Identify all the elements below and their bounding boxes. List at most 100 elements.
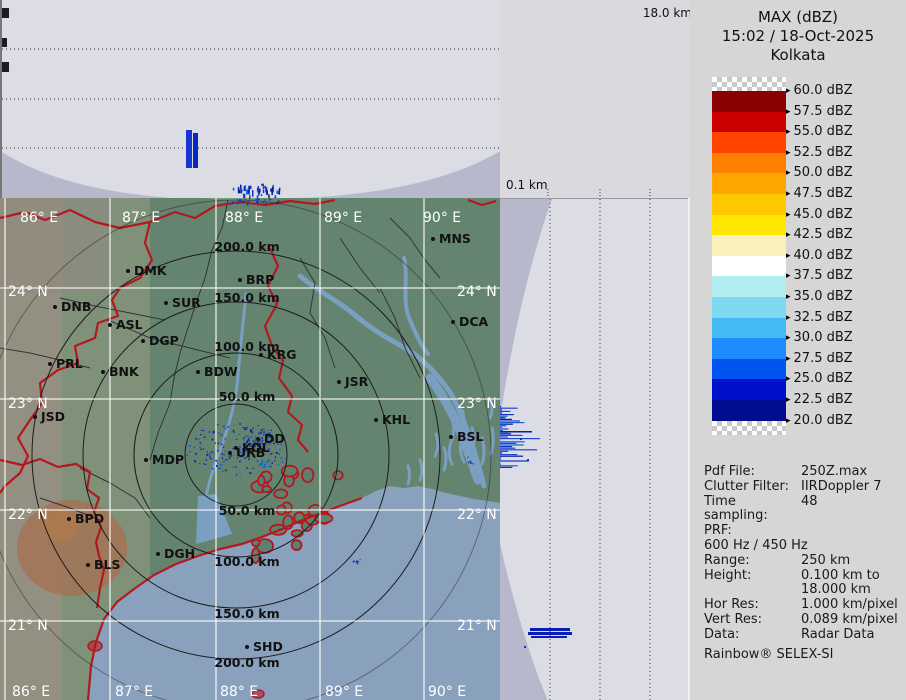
- city-label: URB: [236, 445, 265, 460]
- lat-label: 21° N: [8, 618, 48, 634]
- legend-arrow-icon: ▸: [786, 250, 791, 261]
- lon-label: 90° E: [428, 684, 466, 700]
- legend-label: ▸ 55.0 dBZ: [786, 124, 853, 140]
- city-label: DD: [264, 431, 285, 446]
- city-label: DGP: [149, 333, 179, 348]
- legend-swatch: [712, 358, 786, 380]
- city-marker-SUR: SUR: [164, 295, 201, 310]
- city-marker-KOL: KOL: [234, 440, 270, 455]
- city-marker-BSL: BSL: [449, 429, 484, 444]
- city-label: BNK: [109, 364, 140, 379]
- city-label: SUR: [172, 295, 201, 310]
- range-ring-label: 100.0 km: [214, 339, 279, 354]
- city-marker-DGH: DGH: [156, 546, 195, 561]
- metadata-row: Vert Res: 0.089 km/pixel: [704, 611, 904, 628]
- city-marker-BPD: BPD: [67, 511, 104, 526]
- lat-label: 23° N: [457, 396, 497, 412]
- radar-map-view[interactable]: 200.0 km 150.0 km 100.0 km 50.0 km 50.0 km 10…: [0, 198, 500, 700]
- range-ring-label: 200.0 km: [214, 239, 279, 254]
- legend-swatch: [712, 111, 786, 133]
- product-title-block: MAX (dBZ) 15:02 / 18-Oct-2025 Kolkata: [690, 8, 906, 65]
- legend-label: ▸ 32.5 dBZ: [786, 309, 853, 325]
- legend-arrow-icon: ▸: [786, 168, 791, 179]
- city-marker-DCA: DCA: [451, 314, 489, 329]
- city-label: BRP: [246, 272, 274, 287]
- lat-label: 22° N: [8, 507, 48, 523]
- metadata-label: PRF:: [704, 523, 732, 539]
- lat-label: 24° N: [8, 284, 48, 300]
- legend-label: ▸ 35.0 dBZ: [786, 289, 853, 304]
- metadata-value: 1.000 km/pixel: [801, 597, 898, 613]
- legend-arrow-icon: ▸: [786, 271, 791, 282]
- legend-swatch: [712, 317, 786, 339]
- city-marker-JSR: JSR: [337, 374, 369, 389]
- city-marker-KRG: KRG: [259, 347, 297, 362]
- city-marker-MDP: MDP: [144, 452, 184, 467]
- city-label: DGH: [164, 546, 195, 561]
- side-height-profile-panel[interactable]: [500, 198, 688, 700]
- legend-label: ▸ 45.0 dBZ: [786, 206, 853, 222]
- legend-label: ▸ 57.5 dBZ: [786, 103, 853, 119]
- city-marker-DD: DD: [256, 431, 285, 446]
- metadata-value: 250 km: [801, 552, 851, 568]
- city-label: PRL: [56, 356, 83, 371]
- city-label: MDP: [152, 452, 184, 467]
- lon-label: 87° E: [115, 684, 153, 700]
- legend-label: ▸ 47.5 dBZ: [786, 186, 853, 201]
- city-marker-URB: URB: [228, 445, 265, 460]
- city-label: JSR: [344, 374, 369, 389]
- legend-arrow-icon: ▸: [786, 106, 791, 117]
- legend-swatch: [712, 132, 786, 153]
- lon-label: 87° E: [122, 210, 160, 226]
- legend-label: ▸ 40.0 dBZ: [786, 247, 853, 263]
- lon-label: 86° E: [12, 684, 50, 700]
- legend-swatch: [712, 91, 786, 112]
- metadata-value: 0.089 km/pixel: [801, 611, 898, 627]
- lon-label: 88° E: [220, 684, 258, 700]
- city-label: BLS: [94, 557, 121, 572]
- city-label: JSD: [40, 409, 65, 424]
- metadata-value: 250Z.max: [801, 464, 868, 479]
- legend-swatch: [712, 420, 786, 435]
- legend-label: ▸ 60.0 dBZ: [786, 83, 853, 98]
- city-marker-BRP: BRP: [238, 272, 274, 287]
- lon-label: 90° E: [423, 210, 461, 226]
- city-label: ASL: [116, 317, 143, 332]
- legend-swatch: [712, 214, 786, 236]
- legend-arrow-icon: ▸: [786, 374, 791, 385]
- legend-swatch: [712, 235, 786, 256]
- software-brand: Rainbow® SELEX-SI: [704, 646, 834, 662]
- legend-swatch: [712, 152, 786, 174]
- legend-arrow-icon: ▸: [786, 189, 791, 199]
- city-label: MNS: [439, 231, 471, 246]
- station-name: Kolkata: [770, 46, 826, 64]
- city-marker-BLS: BLS: [86, 557, 121, 572]
- city-label: DMK: [134, 263, 168, 278]
- range-ring-label: 100.0 km: [214, 554, 279, 569]
- product-name: MAX (dBZ): [757, 8, 839, 26]
- city-label: SHD: [253, 639, 283, 654]
- city-marker-DMK: DMK: [126, 263, 168, 278]
- range-ring-label: 50.0 km: [219, 503, 276, 518]
- legend-label: ▸ 25.0 dBZ: [786, 371, 853, 387]
- legend-arrow-icon: ▸: [786, 127, 791, 138]
- legend-arrow-icon: ▸: [786, 209, 791, 220]
- range-ring-label: 150.0 km: [214, 290, 279, 305]
- top-height-profile-panel[interactable]: [0, 0, 502, 198]
- city-marker-BNK: BNK: [101, 364, 140, 379]
- lon-label: 89° E: [325, 684, 363, 700]
- radar-map: 200.0 km 150.0 km 100.0 km 50.0 km 50.0 km 10…: [0, 198, 500, 700]
- city-marker-BDW: BDW: [196, 364, 238, 379]
- range-ring-label: 50.0 km: [219, 389, 276, 404]
- legend-label: ▸ 52.5 dBZ: [786, 144, 853, 160]
- metadata-value: 600 Hz / 450 Hz: [704, 537, 808, 553]
- product-datetime: 15:02 / 18-Oct-2025: [721, 27, 875, 45]
- metadata-label: Height:: [704, 567, 752, 583]
- height-axis-region: [500, 0, 690, 198]
- legend-arrow-icon: ▸: [786, 415, 791, 426]
- metadata-label: Hor Res:: [704, 597, 759, 613]
- legend-swatch: [712, 173, 786, 194]
- lat-label: 24° N: [457, 284, 497, 300]
- legend-arrow-icon: ▸: [786, 312, 791, 323]
- dbz-color-legend: ▸ 60.0 dBZ ▸ 57.5 dBZ ▸ 55.0 dBZ ▸ 52.5 dBZ ▸ 50.…: [690, 77, 906, 437]
